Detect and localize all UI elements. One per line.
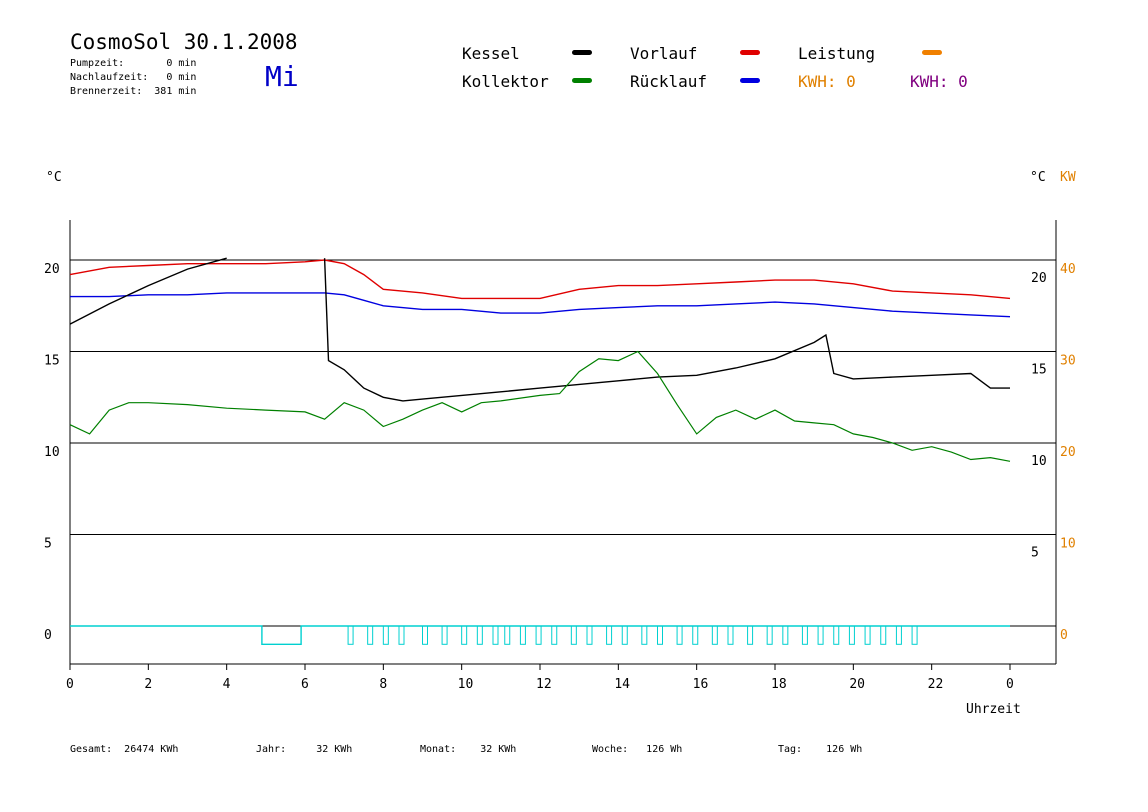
- legend-kollektor: Kollektor: [462, 72, 549, 91]
- y-tick-left: 0: [44, 628, 52, 643]
- x-tick-label: 22: [928, 677, 944, 692]
- pump-pulse: [441, 625, 448, 645]
- pump-pulse: [570, 625, 577, 645]
- x-tick-label: 16: [693, 677, 709, 692]
- x-tick-label: 6: [301, 677, 309, 692]
- legend-leistung: Leistung: [798, 44, 876, 63]
- right-kw-unit-label: KW: [1060, 170, 1076, 185]
- footer-tag: Tag: 126 Wh: [778, 744, 863, 755]
- series-leistung: [70, 625, 1010, 645]
- pump-pulse: [519, 625, 526, 645]
- y-tick-kw: 10: [1060, 537, 1076, 552]
- x-tick-label: 4: [223, 677, 231, 692]
- y-tick-right: 20: [1031, 271, 1047, 286]
- pump-pulse: [833, 625, 840, 645]
- pump-pulse: [801, 625, 808, 645]
- pump-pulse: [422, 625, 428, 645]
- x-tick-label: 0: [66, 677, 74, 692]
- legend-ruecklauf: Rücklauf: [630, 72, 708, 91]
- pump-pulse: [535, 625, 542, 645]
- footer-woche: Woche: 126 Wh: [592, 744, 683, 755]
- y-tick-right: 5: [1031, 546, 1039, 561]
- x-tick-label: 20: [849, 677, 865, 692]
- pump-pulse: [461, 625, 468, 645]
- weekday: Mi: [265, 60, 299, 93]
- y-tick-kw: 30: [1060, 354, 1076, 369]
- pump-pulse: [782, 625, 789, 645]
- pump-pulse: [895, 625, 902, 645]
- y-tick-kw: 0: [1060, 628, 1068, 643]
- pump-pulse: [766, 625, 773, 645]
- pump-pulse: [492, 625, 499, 645]
- pump-pulse: [727, 625, 734, 645]
- pump-pulse: [398, 625, 405, 645]
- legend-kwh-2: KWH: 0: [910, 72, 968, 91]
- x-tick-label: 10: [458, 677, 474, 692]
- pump-pulse: [367, 625, 374, 645]
- pump-pulse: [817, 625, 824, 645]
- pump-pulse: [864, 625, 871, 645]
- y-tick-right: 10: [1031, 454, 1047, 469]
- y-tick-left: 15: [44, 354, 60, 369]
- pump-time: Pumpzeit: 0 min: [70, 58, 197, 69]
- legend-kwh-1: KWH: 0: [798, 72, 856, 91]
- y-tick-kw: 20: [1060, 445, 1076, 460]
- y-tick-kw: 40: [1060, 262, 1076, 277]
- legend-kessel-swatch: [572, 50, 592, 55]
- pump-pulse: [347, 625, 354, 645]
- left-unit-label: °C: [46, 170, 62, 185]
- pump-pulse: [551, 625, 558, 645]
- chart-title: CosmoSol 30.1.2008: [70, 30, 298, 54]
- pump-pulse: [606, 625, 613, 645]
- burner-time: Brennerzeit: 381 min: [70, 86, 197, 97]
- y-tick-left: 5: [44, 537, 52, 552]
- x-tick-label: 12: [536, 677, 552, 692]
- legend-kessel: Kessel: [462, 44, 520, 63]
- pump-pulse: [641, 625, 648, 645]
- footer-jahr: Jahr: 32 KWh: [256, 744, 353, 755]
- x-tick-label: 18: [771, 677, 787, 692]
- x-axis-label: Uhrzeit: [966, 702, 1021, 717]
- footer-monat: Monat: 32 KWh: [420, 744, 517, 755]
- grid: [69, 220, 1057, 670]
- pump-pulse: [504, 625, 511, 645]
- tick-labels: 20 15 10 5 0 20 15 10 5 40 30 20 10 0 0 2 4 6 8 10 12 14 16 18 2…: [44, 262, 1076, 692]
- pump-pulse: [476, 625, 483, 645]
- x-tick-label: 8: [379, 677, 387, 692]
- x-tick-label: 0: [1006, 677, 1014, 692]
- x-tick-label: 2: [144, 677, 152, 692]
- legend-vorlauf-swatch: [740, 50, 760, 55]
- y-tick-left: 10: [44, 445, 60, 460]
- pump-pulse: [657, 625, 663, 645]
- legend-vorlauf: Vorlauf: [630, 44, 698, 63]
- pump-pulse: [586, 625, 593, 645]
- pump-pulse: [848, 625, 855, 645]
- series-kollektor: [69, 350, 1011, 462]
- pump-pulse: [711, 625, 718, 645]
- pump-pulse: [382, 625, 389, 645]
- footer-gesamt: Gesamt: 26474 KWh: [70, 744, 179, 755]
- pump-pulse: [676, 625, 683, 645]
- right-unit-label: °C: [1030, 170, 1046, 185]
- y-tick-left: 20: [44, 262, 60, 277]
- legend-leistung-swatch: [922, 50, 942, 55]
- y-tick-right: 15: [1031, 363, 1047, 378]
- pump-pulse: [692, 625, 699, 645]
- run-on-time: Nachlaufzeit: 0 min: [70, 72, 197, 83]
- series-rcklauf: [70, 292, 1011, 318]
- series-group: [69, 257, 1011, 645]
- x-tick-label: 14: [614, 677, 630, 692]
- pump-pulse: [911, 625, 918, 645]
- legend-ruecklauf-swatch: [740, 78, 760, 83]
- pump-pulse: [621, 625, 628, 645]
- pump-pulse: [747, 625, 754, 645]
- series-vorlauf: [69, 259, 1011, 300]
- pump-pulse: [880, 625, 887, 645]
- series-kessel: [69, 257, 1010, 402]
- legend-kollektor-swatch: [572, 78, 592, 83]
